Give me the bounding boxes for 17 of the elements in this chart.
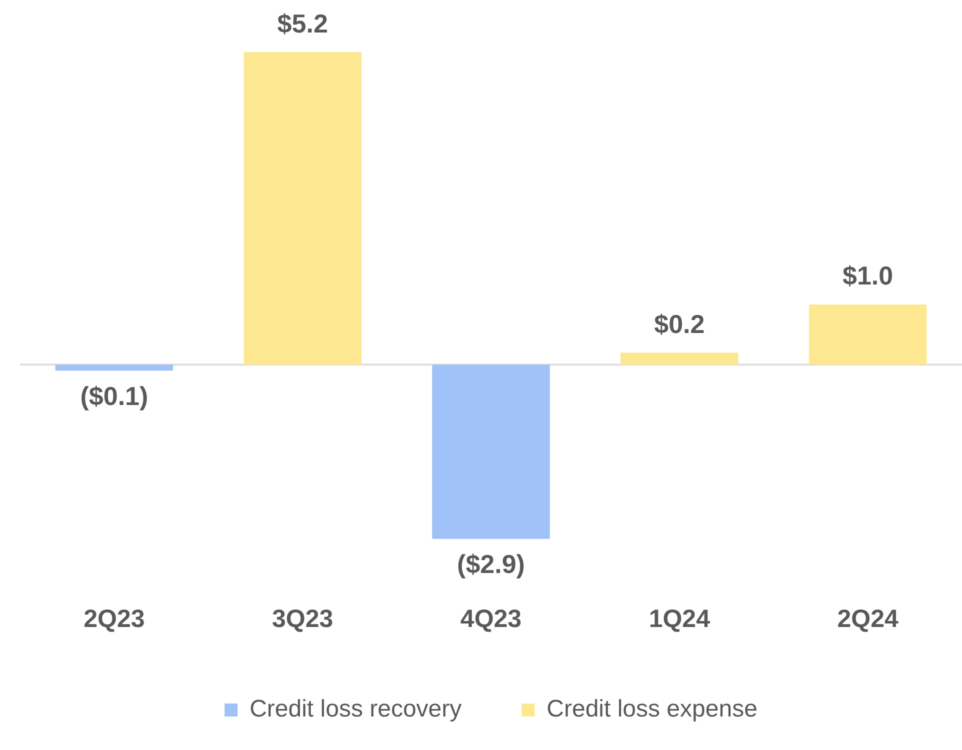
x-tick-label: 1Q24 (648, 604, 710, 633)
data-label: ($0.1) (80, 380, 148, 411)
x-tick-label: 2Q24 (837, 604, 898, 633)
data-label: $0.2 (654, 308, 705, 339)
bar (432, 364, 550, 539)
bar (244, 52, 362, 365)
x-tick-label: 3Q23 (272, 604, 334, 633)
bar (55, 364, 174, 371)
bar (620, 352, 738, 365)
legend-label: Credit loss expense (546, 696, 758, 723)
x-tick-label: 2Q23 (84, 604, 145, 633)
data-label: $5.2 (277, 8, 328, 38)
data-label: ($2.9) (457, 549, 525, 580)
x-tick-label: 4Q23 (460, 604, 522, 633)
bar (808, 304, 927, 365)
data-label: $1.0 (842, 260, 894, 291)
legend-label: Credit loss recovery (250, 696, 462, 723)
